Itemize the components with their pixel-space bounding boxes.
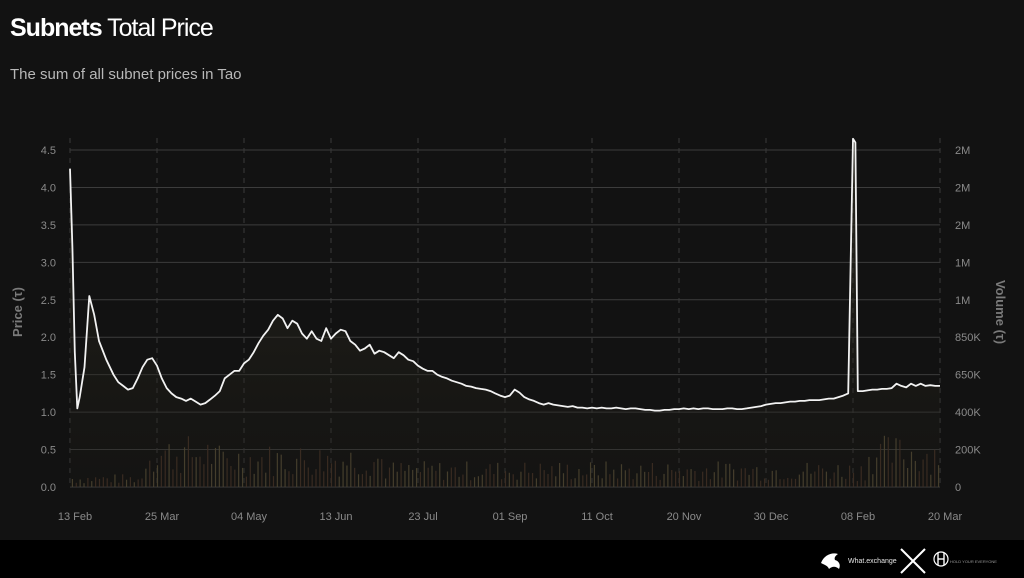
- y-left-tick-label: 4.5: [41, 145, 56, 157]
- y-left-tick-label: 1.5: [41, 370, 56, 382]
- x-tick-label: 13 Jun: [319, 511, 352, 523]
- price-line: [69, 137, 940, 412]
- page-subtitle: The sum of all subnet prices in Tao: [10, 66, 242, 83]
- y-right-tick-label: 2M: [955, 182, 970, 194]
- bird-logo-icon: [821, 553, 840, 569]
- volume-bars: [71, 435, 940, 487]
- y-right-tick-label: 0: [955, 482, 961, 494]
- y-left-tick-label: 0.5: [41, 445, 56, 457]
- price-area-fill: [70, 138, 940, 488]
- title-light: Total Price: [107, 14, 214, 42]
- x-tick-label: 20 Nov: [667, 511, 702, 523]
- x-tick-label: 13 Feb: [58, 511, 92, 523]
- page-title: Subnets Total Price: [10, 14, 214, 43]
- price-volume-chart: 0.0 0 0.5 200K 1.0 400K 1.5 650K 2.0 850K 2.5 1M 3.0…: [10, 137, 1008, 523]
- y-right-tick-label: 2M: [955, 220, 970, 232]
- x-tick-label: 01 Sep: [493, 511, 528, 523]
- x-tick-label: 30 Dec: [754, 511, 789, 523]
- y-right-tick-label: 850K: [955, 332, 981, 344]
- y-right-tick-label: 400K: [955, 407, 981, 419]
- y-left-tick-label: 2.5: [41, 295, 56, 307]
- x-tick-label: 25 Mar: [145, 511, 180, 523]
- price-line-group: [69, 137, 940, 412]
- x-tick-label: 04 May: [231, 511, 268, 523]
- chart-axes: 0.0 0 0.5 200K 1.0 400K 1.5 650K 2.0 850K 2.5 1M 3.0…: [10, 145, 1008, 523]
- y-right-tick-label: 1M: [955, 295, 970, 307]
- x-tick-label: 23 Jul: [408, 511, 437, 523]
- y-left-tick-label: 1.0: [41, 407, 56, 419]
- footer-partner-text: HOLD YOUR EVERYONE: [950, 559, 997, 564]
- title-bold: Subnets: [10, 14, 103, 42]
- y-right-axis-label: Volume (τ): [993, 280, 1008, 344]
- y-left-tick-label: 3.0: [41, 257, 56, 269]
- y-left-tick-label: 0.0: [41, 482, 56, 494]
- partner-logo-icon: [933, 551, 949, 567]
- y-right-tick-label: 650K: [955, 370, 981, 382]
- collab-x-icon: [900, 548, 926, 574]
- footer-brand: What.exchange: [848, 558, 897, 565]
- price-area: [70, 138, 940, 488]
- x-tick-label: 11 Oct: [581, 511, 613, 523]
- y-left-tick-label: 4.0: [41, 182, 56, 194]
- footer-bar: What.exchange HOLD YOUR EVERYONE: [0, 540, 1024, 578]
- y-right-tick-label: 200K: [955, 445, 981, 457]
- x-tick-label: 20 Mar: [928, 511, 963, 523]
- x-tick-label: 08 Feb: [841, 511, 875, 523]
- y-right-tick-label: 1M: [955, 257, 970, 269]
- y-left-tick-label: 2.0: [41, 332, 56, 344]
- y-left-tick-label: 3.5: [41, 220, 56, 232]
- y-left-axis-label: Price (τ): [10, 287, 25, 337]
- y-right-tick-label: 2M: [955, 145, 970, 157]
